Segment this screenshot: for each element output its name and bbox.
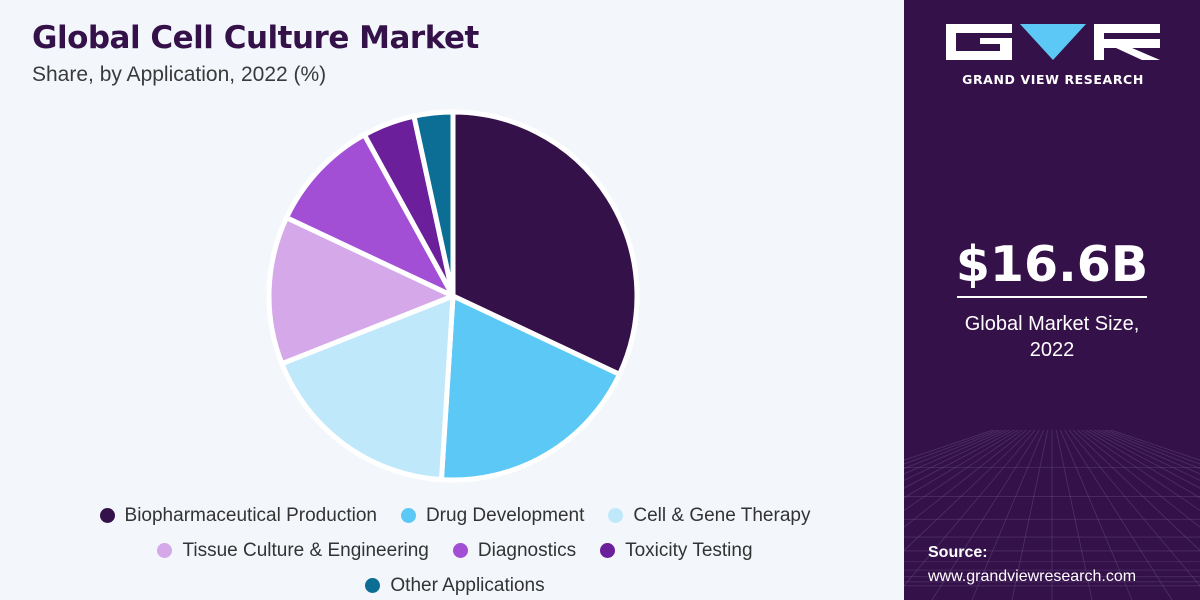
grid-line xyxy=(904,430,1003,470)
logo-v-triangle xyxy=(1020,24,1086,60)
legend-label: Other Applications xyxy=(390,574,545,596)
pie-slice-cell-gene-therapy xyxy=(279,293,456,483)
legend-item-tissue-culture-engineering: Tissue Culture & Engineering xyxy=(157,539,429,562)
market-size-value: $16.6B xyxy=(955,236,1149,293)
chart-title: Global Cell Culture Market xyxy=(32,20,479,56)
divider xyxy=(957,296,1147,298)
legend-item-other-applications: Other Applications xyxy=(365,574,545,597)
grid-line xyxy=(904,430,995,461)
source-label: Source: xyxy=(928,544,988,561)
grid-line xyxy=(1084,430,1200,499)
pie-slice-biopharmaceutical-production xyxy=(450,109,640,377)
grid-line xyxy=(1101,430,1200,470)
grid-line xyxy=(1076,430,1200,528)
legend-item-biopharmaceutical-production: Biopharmaceutical Production xyxy=(99,504,377,527)
grid-line xyxy=(1068,430,1200,587)
legend-swatch xyxy=(157,543,173,558)
pie-chart xyxy=(266,109,640,483)
legend-swatch xyxy=(600,543,616,558)
legend-swatch xyxy=(99,508,115,523)
grid-line xyxy=(1093,430,1200,481)
legend-label: Tissue Culture & Engineering xyxy=(182,539,429,561)
chart-legend: Biopharmaceutical Production Drug Develop… xyxy=(40,504,870,597)
perspective-grid-decoration xyxy=(904,430,1200,600)
legend-label: Diagnostics xyxy=(477,539,577,561)
grid-line xyxy=(1089,430,1200,489)
pie-slice-drug-development xyxy=(438,293,622,483)
grid-line xyxy=(904,430,1011,481)
market-size-label-line1: Global Market Size, xyxy=(964,313,1140,335)
chart-panel: Global Cell Culture Market Share, by App… xyxy=(32,20,870,597)
grid-line xyxy=(1064,430,1173,600)
grid-line xyxy=(904,430,1036,587)
logo-r-shape xyxy=(1094,24,1160,60)
grid-line xyxy=(1072,430,1200,552)
legend-label: Biopharmaceutical Production xyxy=(124,504,377,526)
grid-line xyxy=(904,430,1007,475)
legend-label: Cell & Gene Therapy xyxy=(633,504,811,526)
grid-line xyxy=(1109,430,1200,461)
legend-item-cell-gene-therapy: Cell & Gene Therapy xyxy=(608,504,810,527)
market-size-label: Global Market Size, 2022 xyxy=(904,311,1200,363)
source-url: www.grandviewresearch.com xyxy=(928,568,1137,585)
legend-swatch xyxy=(608,508,624,523)
grid-line xyxy=(1055,430,1093,600)
grid-line xyxy=(1105,430,1200,465)
legend-label: Toxicity Testing xyxy=(625,539,753,561)
legend-label: Drug Development xyxy=(425,504,585,526)
grid-line xyxy=(1097,430,1200,475)
grid-line xyxy=(931,430,1040,600)
legend-swatch xyxy=(452,543,468,558)
sidebar-panel: GRAND VIEW RESEARCH $16.6B Global Market… xyxy=(904,0,1200,600)
pie-slice-tissue-culture-engineering xyxy=(266,215,456,367)
legend-item-toxicity-testing: Toxicity Testing xyxy=(600,539,753,562)
brand-name: GRAND VIEW RESEARCH xyxy=(962,72,1144,87)
grid-line xyxy=(904,430,1028,528)
legend-swatch xyxy=(400,508,416,523)
grid-line xyxy=(904,430,1024,511)
gvr-logo xyxy=(946,24,1160,60)
chart-subtitle: Share, by Application, 2022 (%) xyxy=(32,63,327,86)
legend-swatch xyxy=(365,578,381,593)
legend-item-drug-development: Drug Development xyxy=(400,504,585,527)
grid-line xyxy=(1011,430,1049,600)
grid-line xyxy=(971,430,1045,600)
grid-line xyxy=(904,430,999,465)
legend-item-diagnostics: Diagnostics xyxy=(452,539,577,562)
grid-line xyxy=(904,430,1032,552)
market-size-label-line2: 2022 xyxy=(1029,339,1075,361)
pie-slice-diagnostics xyxy=(284,132,456,299)
grid-line xyxy=(1080,430,1200,511)
grid-line xyxy=(1059,430,1133,600)
logo-g-shape xyxy=(946,24,1012,60)
pie-slice-other-applications xyxy=(411,109,456,299)
grid-line xyxy=(904,430,1015,489)
grid-line xyxy=(904,430,1020,499)
